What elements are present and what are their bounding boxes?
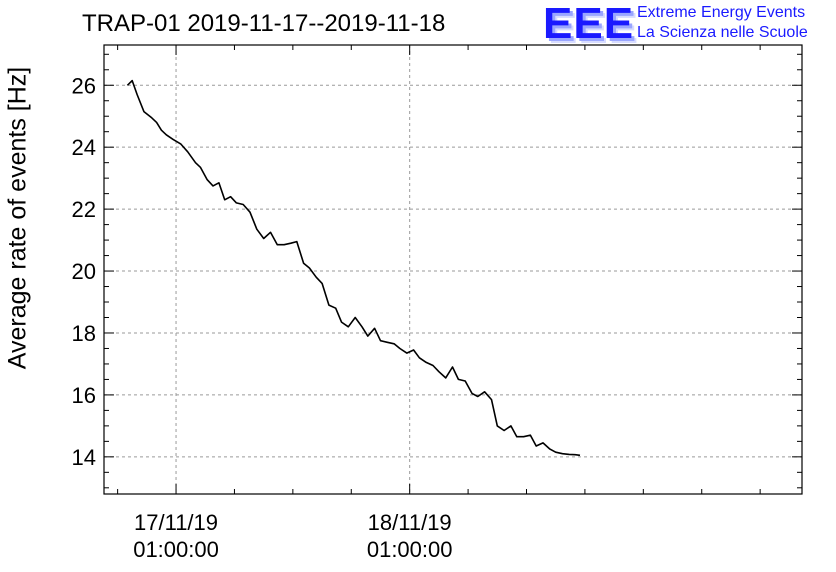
plot-frame — [103, 44, 803, 495]
logo-subtitle-line1: Extreme Energy Events — [637, 4, 806, 21]
y-tick-label: 16 — [72, 383, 96, 408]
y-tick-label: 26 — [72, 73, 96, 98]
x-tick-label-time: 01:00:00 — [367, 537, 453, 562]
series-line-rate — [126, 79, 581, 457]
y-tick-label: 14 — [72, 445, 96, 470]
x-tick-label-time: 01:00:00 — [133, 537, 219, 562]
y-tick-label: 22 — [72, 197, 96, 222]
y-tick-label: 24 — [72, 135, 96, 160]
chart-title: TRAP-01 2019-11-17--2019-11-18 — [82, 10, 446, 37]
y-tick-label: 18 — [72, 321, 96, 346]
eee-logo: EEE — [543, 0, 635, 48]
y-tick-label: 20 — [72, 259, 96, 284]
x-tick-label-date: 17/11/19 — [134, 510, 218, 535]
logo-subtitle-line2: La Scienza nelle Scuole — [637, 24, 808, 41]
x-tick-label-date: 18/11/19 — [368, 510, 452, 535]
